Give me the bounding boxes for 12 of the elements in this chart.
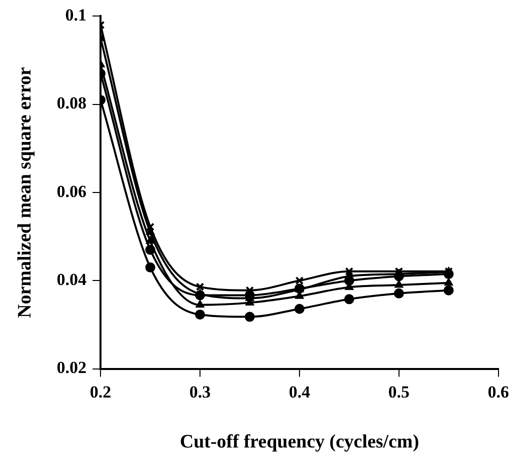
x-tick-label: 0.6 — [488, 382, 509, 402]
y-tick-label: 0.02 — [56, 358, 87, 378]
x-axis-title: Cut-off frequency (cycles/cm) — [180, 432, 420, 453]
x-tick-label: 0.4 — [288, 382, 311, 402]
x-tick-label: 0.3 — [189, 382, 211, 402]
x-tick-label: 0.2 — [90, 382, 112, 402]
y-tick-label: 0.08 — [56, 94, 87, 113]
x-tick-label: 0.5 — [388, 382, 410, 402]
y-axis-title: Normalized mean square error — [14, 66, 36, 318]
y-tick-label: 0.04 — [56, 270, 88, 290]
y-tick-label: 0.06 — [56, 182, 87, 201]
y-tick-label: 0.1 — [65, 6, 87, 25]
